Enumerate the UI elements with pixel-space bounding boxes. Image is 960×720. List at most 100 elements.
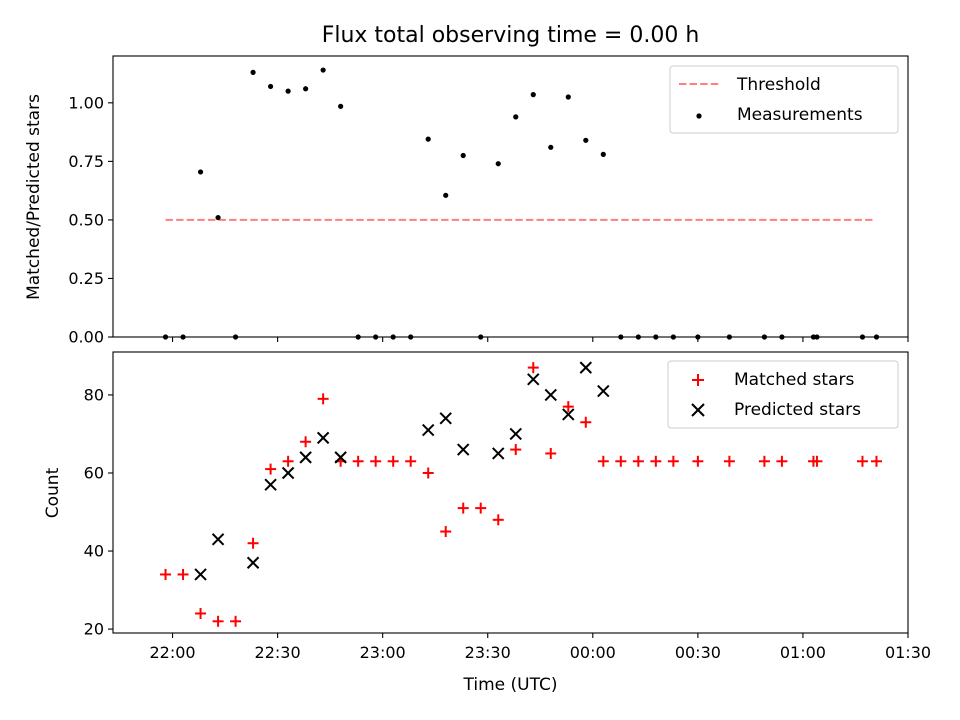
predicted-stars-marker	[562, 408, 575, 421]
matched-stars-marker	[562, 401, 574, 413]
predicted-stars-marker	[492, 447, 505, 460]
predicted-stars-marker	[334, 451, 347, 464]
measurement-point	[530, 92, 536, 98]
matched-stars-marker	[811, 455, 823, 467]
measurement-point	[215, 214, 221, 221]
matched-stars-marker	[195, 607, 207, 619]
top-legend: Threshold Measurements	[669, 65, 899, 134]
bottom-plot-area	[160, 361, 882, 627]
matched-stars-marker	[177, 568, 189, 580]
bottom-legend: Matched stars Predicted stars	[667, 360, 899, 429]
matched-stars-marker	[160, 568, 172, 580]
measurement-point	[565, 94, 571, 100]
top-ytick-label: 0.50	[68, 210, 104, 229]
predicted-stars-marker	[544, 388, 557, 402]
matched-stars-marker	[440, 526, 452, 538]
predicted-stars-marker	[316, 431, 330, 445]
legend-threshold-label: Threshold	[736, 75, 821, 95]
matched-stars-marker	[230, 615, 242, 627]
bottom-xtick-label: 00:30	[675, 643, 721, 662]
matched-stars-marker	[387, 455, 399, 467]
matched-stars-marker	[692, 455, 704, 467]
matched-stars-marker	[776, 455, 788, 467]
bottom-xtick-label: 01:00	[780, 643, 826, 662]
measurement-point	[197, 169, 204, 175]
measurement-point	[267, 83, 274, 90]
matched-stars-marker	[510, 444, 522, 456]
matched-stars-marker	[758, 455, 770, 467]
top-axes-frame	[112, 55, 909, 338]
matched-stars-marker	[405, 455, 417, 467]
measurement-point	[583, 137, 589, 143]
matched-stars-marker	[457, 502, 469, 514]
bottom-xtick-label: 01:30	[885, 643, 931, 662]
top-chart-title: Flux total observing time = 0.00 h	[322, 23, 700, 48]
measurement-point	[303, 86, 309, 92]
top-ytick-label: 0.25	[68, 269, 104, 288]
predicted-stars-marker	[264, 478, 277, 491]
measurement-point	[513, 114, 519, 120]
matched-stars-marker	[545, 447, 557, 459]
matched-stars-marker	[475, 502, 487, 514]
predicted-stars-marker	[246, 556, 260, 569]
predicted-stars-marker	[439, 412, 452, 425]
bottom-xtick-label: 23:00	[360, 643, 406, 662]
legend-matched-swatch	[692, 374, 704, 386]
matched-stars-marker	[300, 436, 312, 448]
matched-stars-marker	[352, 455, 364, 467]
predicted-stars-marker	[194, 568, 207, 581]
matched-stars-marker	[282, 455, 294, 467]
top-legend-box	[669, 65, 899, 134]
matched-stars-marker	[650, 455, 662, 467]
matched-stars-marker	[212, 615, 224, 627]
legend-predicted-swatch	[691, 403, 705, 417]
matched-stars-marker	[527, 362, 539, 374]
predicted-stars-marker	[527, 373, 540, 386]
measurement-point	[600, 151, 606, 157]
matched-stars-marker	[265, 463, 277, 475]
legend-measurements-label: Measurements	[737, 105, 863, 125]
bottom-ytick-label: 60	[84, 463, 104, 482]
bottom-ytick-label: 20	[84, 620, 104, 639]
measurement-point	[285, 88, 291, 94]
bottom-xtick-label: 22:00	[149, 643, 195, 662]
measurement-point	[460, 152, 466, 159]
measurement-point	[548, 144, 554, 150]
matched-stars-marker	[667, 455, 679, 467]
top-ytick-label: 0.75	[68, 152, 104, 171]
matched-stars-marker	[870, 455, 882, 467]
bottom-y-axis-label: Count	[43, 467, 63, 518]
top-ytick-label: 0.00	[68, 328, 104, 347]
matched-stars-marker	[597, 455, 609, 467]
measurement-point	[443, 192, 449, 198]
matched-stars-marker	[580, 416, 592, 428]
predicted-stars-marker	[597, 384, 610, 398]
predicted-stars-marker	[211, 533, 225, 546]
legend-matched-label: Matched stars	[734, 370, 854, 390]
top-axes-ticks: 0.00 0.25 0.50 0.75 1.00	[68, 93, 909, 347]
x-axis-label: Time (UTC)	[463, 675, 558, 695]
matched-stars-marker	[615, 455, 627, 467]
measurement-point	[338, 103, 344, 109]
matched-stars-marker	[370, 455, 382, 467]
predicted-stars-marker	[421, 423, 435, 437]
matched-stars-marker	[247, 537, 259, 549]
predicted-stars-marker	[299, 451, 312, 464]
predicted-stars-marker	[457, 443, 470, 456]
bottom-legend-box	[667, 360, 899, 429]
predicted-stars-marker	[509, 427, 522, 441]
legend-measurements-swatch	[696, 113, 702, 119]
top-plot-area	[162, 67, 880, 340]
matched-stars-marker	[632, 455, 644, 467]
matched-stars-marker	[492, 514, 504, 526]
predicted-stars-marker	[579, 361, 593, 374]
bottom-xtick-label: 00:00	[570, 643, 616, 662]
top-ytick-label: 1.00	[68, 93, 104, 112]
bottom-axes-ticks: 20 40 60 80 22:00 22:30 23:00 23:30 00:00 00:30 01…	[84, 385, 931, 662]
matched-stars-marker	[856, 455, 868, 467]
measurement-point	[320, 67, 326, 73]
predicted-stars-marker	[281, 466, 295, 480]
bottom-ytick-label: 80	[84, 385, 104, 404]
bottom-xtick-label: 22:30	[255, 643, 301, 662]
